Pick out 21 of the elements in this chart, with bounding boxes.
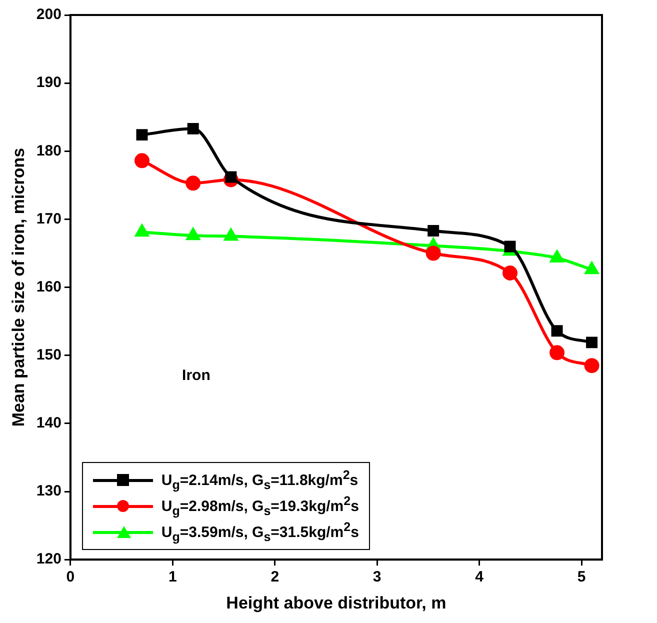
annotation: Iron [182, 366, 210, 384]
y-tick-label: 150 [36, 346, 62, 364]
y-tick-label: 170 [36, 210, 62, 228]
x-tick-label: 4 [475, 568, 484, 586]
y-tick-label: 180 [36, 142, 62, 160]
legend-label: U$_{g}$=2.14m/s, G$_{s}$=11.8kg/m$^{2}$s [161, 468, 358, 492]
y-tick-label: 200 [36, 6, 62, 24]
y-tick-label: 190 [36, 74, 62, 92]
x-tick-label: 1 [168, 568, 177, 586]
y-tick-label: 120 [36, 550, 62, 568]
x-tick-label: 3 [372, 568, 382, 586]
x-axis-title: Height above distributor, m [226, 593, 446, 612]
y-axis-title: Mean particle size of iron, microns [8, 148, 28, 427]
y-tick-label: 160 [36, 278, 62, 296]
legend-label: U$_{g}$=2.98m/s, G$_{s}$=19.3kg/m$^{2}$s [161, 494, 359, 518]
x-tick-label: 2 [270, 568, 280, 586]
y-tick-label: 140 [36, 414, 62, 432]
x-tick-label: 0 [66, 568, 75, 586]
legend-label: U$_{g}$=3.59m/s, G$_{s}$=31.5kg/m$^{2}$s [161, 520, 359, 544]
y-tick-label: 130 [36, 482, 62, 500]
x-tick-label: 5 [577, 568, 586, 586]
